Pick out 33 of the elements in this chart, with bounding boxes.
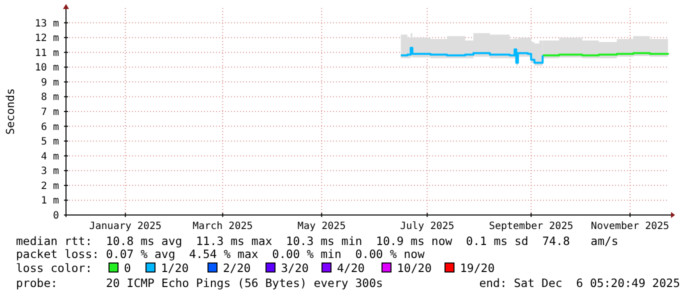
x-tick-label: July 2025	[400, 221, 454, 232]
y-tick-label: 10 m	[34, 62, 59, 74]
y-tick-label: 4 m	[40, 151, 59, 162]
legend-title: loss color:	[16, 261, 92, 275]
x-tick-label: November 2025	[590, 221, 670, 232]
text: packet loss: 0.07 % avg 4.54 % max 0.00 % min 0.00 % now	[16, 247, 425, 261]
text: end: Sat Dec 6 05:20:49 2025	[479, 276, 680, 290]
y-tick-label: 5 m	[40, 136, 59, 148]
y-tick-label: 12 m	[34, 33, 59, 44]
text: probe: 20 ICMP Echo Pings (56 Bytes) every 300s	[16, 276, 383, 290]
x-tick-label: March 2025	[192, 221, 253, 232]
legend-label: 1/20	[161, 261, 189, 275]
legend-label: 19/20	[460, 261, 495, 275]
x-tick-label: January 2025	[89, 221, 162, 232]
legend-label: 3/20	[281, 261, 309, 275]
legend-label: 10/20	[397, 261, 432, 275]
y-tick-label: 13 m	[34, 18, 59, 30]
legend-label: 0	[124, 261, 131, 275]
x-tick-label: May 2025	[298, 221, 346, 232]
y-tick-label: 11 m	[34, 48, 59, 59]
y-tick-label: 6 m	[40, 122, 59, 133]
y-tick-label: 9 m	[40, 77, 59, 88]
y-axis-title: Seconds	[4, 88, 17, 135]
y-tick-label: 2 m	[40, 180, 59, 192]
y-tick-label: 3 m	[40, 166, 59, 178]
y-tick-label: 1 m	[40, 196, 59, 207]
text: median rtt: 10.8 ms avg 11.3 ms max 10.3 ms min 10.9 ms now 0.1 ms sd 74.8 am/s	[16, 234, 618, 248]
y-tick-label: 8 m	[40, 92, 59, 104]
legend-label: 4/20	[337, 261, 365, 275]
legend-label: 2/20	[223, 261, 251, 275]
x-tick-label: September 2025	[488, 221, 574, 232]
y-tick-label: 0	[52, 210, 59, 222]
y-tick-label: 7 m	[40, 107, 59, 118]
